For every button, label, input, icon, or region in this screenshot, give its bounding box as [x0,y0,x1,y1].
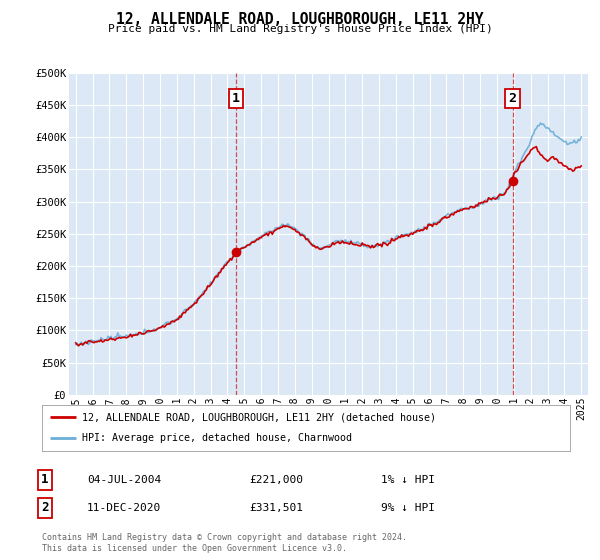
Text: 12, ALLENDALE ROAD, LOUGHBOROUGH, LE11 2HY (detached house): 12, ALLENDALE ROAD, LOUGHBOROUGH, LE11 2… [82,412,436,422]
Text: 2: 2 [509,92,517,105]
Text: 04-JUL-2004: 04-JUL-2004 [87,475,161,485]
Text: 9% ↓ HPI: 9% ↓ HPI [381,503,435,513]
Text: Contains HM Land Registry data © Crown copyright and database right 2024.: Contains HM Land Registry data © Crown c… [42,533,407,542]
Text: 1: 1 [232,92,240,105]
Text: HPI: Average price, detached house, Charnwood: HPI: Average price, detached house, Char… [82,433,352,444]
Text: 11-DEC-2020: 11-DEC-2020 [87,503,161,513]
Text: 1: 1 [41,473,49,487]
Text: 12, ALLENDALE ROAD, LOUGHBOROUGH, LE11 2HY: 12, ALLENDALE ROAD, LOUGHBOROUGH, LE11 2… [116,12,484,27]
Text: This data is licensed under the Open Government Licence v3.0.: This data is licensed under the Open Gov… [42,544,347,553]
Text: £331,501: £331,501 [249,503,303,513]
Text: 1% ↓ HPI: 1% ↓ HPI [381,475,435,485]
Text: £221,000: £221,000 [249,475,303,485]
Text: Price paid vs. HM Land Registry's House Price Index (HPI): Price paid vs. HM Land Registry's House … [107,24,493,34]
Text: 2: 2 [41,501,49,515]
